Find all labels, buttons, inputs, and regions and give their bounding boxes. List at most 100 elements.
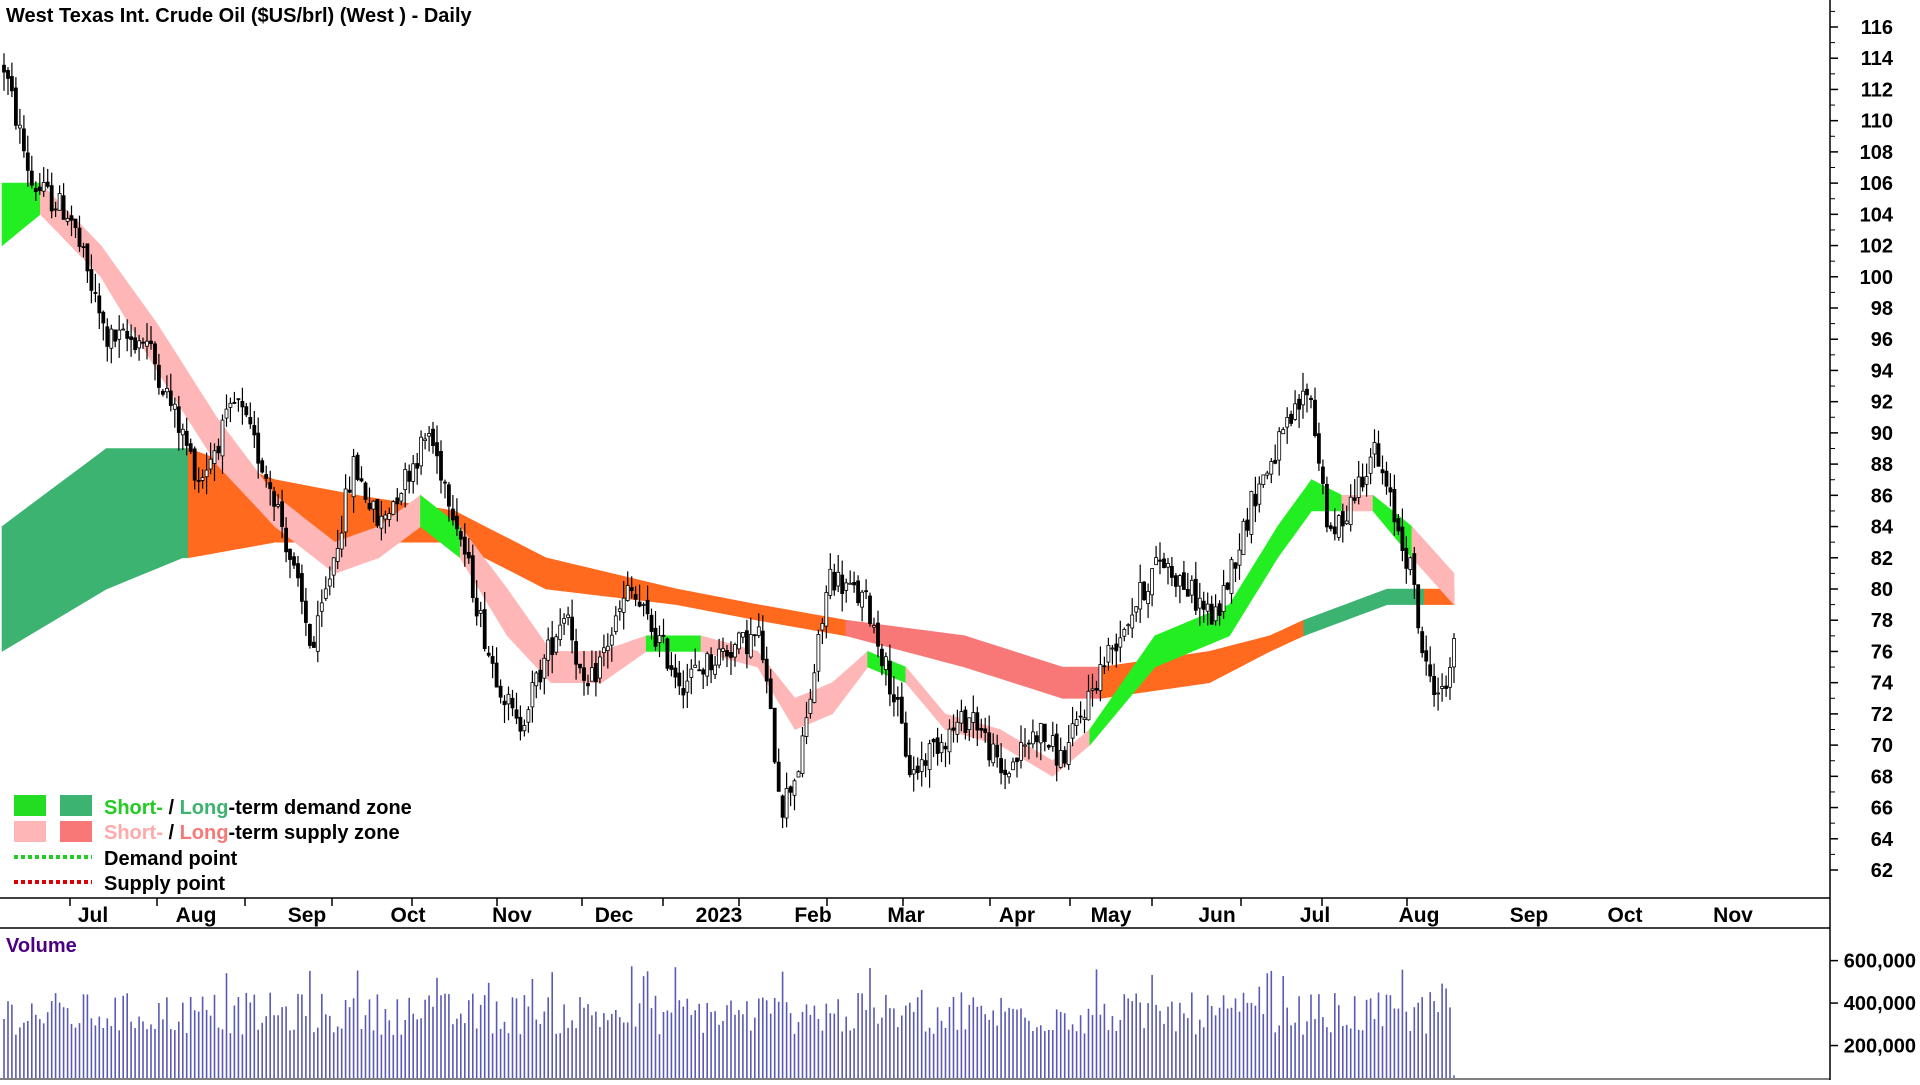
candle-body bbox=[641, 604, 646, 606]
candle-body bbox=[673, 667, 678, 678]
candle-body bbox=[633, 594, 638, 600]
candle-body bbox=[566, 614, 570, 618]
candle-body bbox=[1372, 442, 1377, 455]
candle-body bbox=[1257, 483, 1262, 505]
candle-body bbox=[129, 336, 134, 340]
short-term-band-segment bbox=[1229, 525, 1278, 637]
candle-body bbox=[1011, 761, 1015, 771]
candle-body bbox=[1225, 582, 1230, 590]
candle-body bbox=[665, 638, 670, 669]
candle-body bbox=[1070, 723, 1075, 739]
candle-body bbox=[1388, 487, 1393, 493]
candle-body bbox=[574, 641, 578, 665]
candle-body bbox=[292, 556, 296, 566]
candle-body bbox=[669, 665, 674, 670]
candle-body bbox=[1352, 497, 1357, 501]
candle-body bbox=[1336, 515, 1341, 538]
candle-body bbox=[1003, 769, 1007, 775]
candle-body bbox=[605, 645, 610, 651]
candle-body bbox=[1376, 443, 1381, 467]
legend-swatch-long-demand bbox=[60, 795, 92, 816]
candle-body bbox=[808, 698, 813, 714]
candle-body bbox=[411, 463, 416, 482]
candle-body bbox=[1309, 397, 1313, 400]
long-term-band-segment bbox=[1303, 588, 1388, 637]
legend-supply-long: Long bbox=[180, 822, 229, 844]
candle-body bbox=[1066, 742, 1071, 765]
candle-body bbox=[1197, 597, 1202, 609]
candle-body bbox=[256, 432, 261, 464]
candle-body bbox=[1273, 459, 1278, 464]
candle-body bbox=[967, 717, 972, 730]
price-tick-label: 92 bbox=[1871, 392, 1893, 414]
candle-body bbox=[21, 128, 26, 152]
candle-body bbox=[586, 683, 590, 687]
candle-body bbox=[868, 595, 872, 624]
candle-body bbox=[959, 711, 964, 724]
candle-body bbox=[1233, 562, 1238, 569]
candle-body bbox=[562, 618, 566, 624]
time-axis: Jul Aug Sep Oct Nov Dec 2023 Feb Mar Apr May Jun Jul… bbox=[69, 898, 1753, 927]
candle-body bbox=[971, 712, 976, 723]
candle-body bbox=[1086, 690, 1091, 721]
long-term-band-segment bbox=[106, 448, 183, 590]
candle-body bbox=[288, 548, 292, 560]
candle-body bbox=[133, 337, 138, 350]
candle-body bbox=[443, 481, 447, 484]
candle-body bbox=[1031, 731, 1035, 745]
candle-body bbox=[645, 599, 650, 615]
candle-body bbox=[6, 70, 10, 79]
candle-body bbox=[1058, 750, 1063, 768]
month-label: Apr bbox=[999, 904, 1035, 927]
candle-body bbox=[399, 493, 404, 502]
price-tick-label: 104 bbox=[1860, 204, 1894, 226]
candle-body bbox=[184, 430, 189, 446]
candle-body bbox=[542, 657, 547, 679]
candle-body bbox=[89, 269, 94, 291]
price-tick-label: 78 bbox=[1871, 610, 1893, 632]
candle-body bbox=[156, 364, 161, 388]
price-tick-label: 62 bbox=[1871, 860, 1893, 882]
candle-body bbox=[1237, 549, 1242, 566]
candle-body bbox=[892, 694, 896, 703]
candle-body bbox=[296, 563, 300, 579]
short-term-band-segment bbox=[832, 650, 869, 715]
candle-body bbox=[844, 582, 849, 591]
candle-body bbox=[820, 623, 825, 631]
price-tick-label: 100 bbox=[1860, 267, 1893, 289]
candle-body bbox=[1344, 520, 1349, 525]
candle-body bbox=[653, 627, 658, 647]
candle-body bbox=[379, 515, 384, 529]
chart-title: West Texas Int. Crude Oil ($US/brl) (Wes… bbox=[6, 5, 473, 27]
candle-body bbox=[176, 406, 181, 433]
legend-demand-long: Long bbox=[180, 797, 229, 819]
candle-body bbox=[1102, 665, 1107, 668]
candle-body bbox=[466, 552, 471, 559]
candle-body bbox=[403, 468, 408, 490]
candle-body bbox=[351, 456, 356, 498]
candle-body bbox=[768, 678, 773, 710]
candle-body bbox=[1348, 496, 1353, 526]
volume-label: Volume bbox=[6, 935, 77, 957]
candle-body bbox=[1368, 456, 1373, 474]
candle-body bbox=[1178, 575, 1182, 587]
candle-body bbox=[435, 442, 439, 457]
candle-body bbox=[204, 469, 209, 478]
candle-body bbox=[1221, 585, 1226, 612]
candle-body bbox=[1253, 493, 1258, 507]
candle-body bbox=[800, 735, 805, 775]
candle-body bbox=[1118, 637, 1123, 648]
long-term-band-segment bbox=[1, 447, 107, 652]
candle-body bbox=[602, 647, 606, 653]
month-label: Jun bbox=[1198, 904, 1235, 927]
candle-body bbox=[1174, 575, 1178, 587]
candle-body bbox=[876, 622, 880, 647]
candle-body bbox=[311, 641, 316, 648]
candle-body bbox=[594, 663, 598, 683]
candle-body bbox=[69, 215, 74, 221]
long-term-band-segment bbox=[676, 588, 759, 621]
candle-body bbox=[73, 218, 78, 229]
legend-supply-rest: -term supply zone bbox=[228, 822, 399, 844]
candle-body bbox=[1301, 390, 1305, 406]
